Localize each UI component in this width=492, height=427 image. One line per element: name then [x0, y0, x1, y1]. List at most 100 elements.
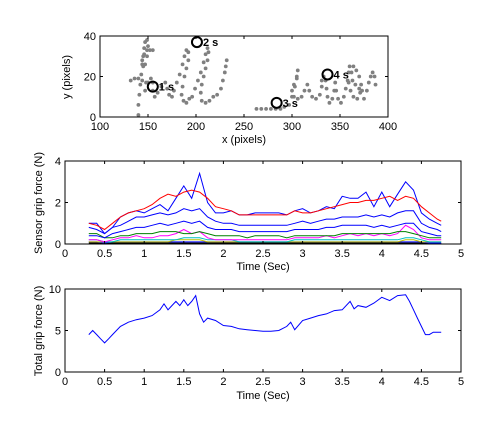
trajectory-plot: 1 s 2 s 3 s 4 s [128, 36, 378, 117]
total-axes-box [64, 288, 462, 373]
trajectory-point [141, 64, 146, 69]
trajectory-point [366, 80, 371, 85]
total-xtick-label: 3 [300, 376, 306, 388]
sensor-xtick-label: 2.5 [255, 248, 270, 260]
trajectory-point [136, 113, 141, 117]
trajectory-point [333, 80, 338, 85]
total-xtick-label: 4.5 [414, 376, 429, 388]
time-marker-label: 3 s [283, 98, 298, 110]
trajectory-point [364, 88, 369, 93]
trajectory-point [343, 86, 348, 91]
trajectory-point [199, 98, 204, 103]
trajectory-point [184, 100, 189, 105]
trajectory-point [325, 94, 330, 99]
trajectory-ylabel: y (pixels) [61, 55, 73, 99]
trajectory-point [215, 92, 220, 97]
sensor-series-line [88, 220, 442, 239]
total-ticks: 0 0.5 1 1.5 2 2.5 3 3.5 4 4.5 5 0 5 10 [49, 284, 464, 388]
trajectory-point [357, 74, 362, 79]
sensor-ytick-label: 0 [55, 239, 61, 251]
trajectory-point [339, 100, 343, 105]
total-xtick-label: 1.5 [176, 376, 191, 388]
trajectory-point [360, 88, 364, 93]
total-xtick-label: 0 [62, 376, 68, 388]
trajectory-point [294, 74, 299, 79]
trajectory-point [138, 82, 143, 87]
trajectory-point [136, 102, 141, 107]
sensor-series-line [88, 224, 442, 243]
trajectory-point [145, 48, 149, 53]
sensor-ylabel: Sensor grip force (N) [33, 152, 45, 254]
trajectory-point [179, 92, 184, 97]
trajectory-point [142, 52, 147, 57]
trajectory-point [205, 46, 210, 51]
trajectory-point [201, 60, 206, 65]
trajectory-xtick-label: 400 [379, 121, 397, 133]
trajectory-xtick-label: 200 [187, 121, 205, 133]
trajectory-point [132, 76, 137, 81]
trajectory-point [292, 94, 296, 99]
total-ylabel: Total grip force (N) [33, 286, 45, 376]
total-xtick-label: 2 [220, 376, 226, 388]
trajectory-point [224, 58, 229, 63]
trajectory-point [172, 88, 176, 93]
time-marker-circle [270, 96, 283, 109]
trajectory-point [177, 72, 182, 77]
trajectory-point [353, 82, 358, 87]
trajectory-point [307, 88, 312, 93]
total-series-line [88, 294, 442, 344]
trajectory-point [186, 50, 191, 55]
trajectory-point [184, 66, 189, 71]
trajectory-point [201, 74, 206, 79]
sensor-series-line [88, 231, 442, 239]
trajectory-point [292, 82, 296, 87]
sensor-xtick-label: 4.5 [414, 248, 429, 260]
trajectory-point [148, 76, 153, 81]
trajectory-point [317, 92, 322, 97]
trajectory-point [163, 80, 168, 85]
trajectory-point [180, 62, 185, 67]
trajectory-point [165, 86, 170, 91]
time-marker-circle [321, 68, 334, 81]
trajectory-point [193, 86, 197, 91]
trajectory-point [186, 58, 191, 63]
trajectory-point [198, 70, 203, 75]
panel-total-grip: 0 0.5 1 1.5 2 2.5 3 3.5 4 4.5 5 0 5 10 Time (Sec) Tot… [33, 284, 464, 402]
total-ytick-label: 5 [55, 326, 61, 338]
sensor-ytick-label: 4 [55, 156, 61, 168]
trajectory-point [203, 66, 208, 71]
trajectory-point [223, 64, 228, 69]
trajectory-point [140, 58, 145, 63]
trajectory-point [310, 94, 315, 99]
trajectory-point [295, 96, 300, 101]
panel-sensor-grip: 0 0.5 1 1.5 2 2.5 3 3.5 4 4.5 5 0 2 4 Time (Sec) Sens… [33, 152, 464, 273]
trajectory-point [327, 100, 332, 105]
total-ytick-label: 0 [55, 367, 61, 379]
trajectory-point [336, 96, 340, 101]
trajectory-xlabel: x (pixels) [222, 134, 266, 146]
trajectory-point [136, 76, 141, 81]
trajectory-point [170, 94, 174, 99]
trajectory-point [305, 82, 310, 87]
trajectory-point [351, 64, 356, 69]
trajectory-point [368, 74, 373, 79]
sensor-xtick-label: 4 [379, 248, 385, 260]
sensor-xtick-label: 5 [458, 248, 464, 260]
trajectory-xtick-label: 150 [139, 121, 157, 133]
trajectory-point [299, 94, 304, 99]
trajectory-point [145, 54, 149, 59]
time-marker-circle [190, 36, 203, 49]
trajectory-point [355, 96, 360, 101]
sensor-xtick-label: 1.5 [176, 248, 191, 260]
trajectory-xtick-label: 350 [331, 121, 349, 133]
sensor-xlabel: Time (Sec) [236, 261, 289, 273]
total-xtick-label: 4 [379, 376, 385, 388]
panel-trajectory: 1 s2 s3 s4 s 100 150 200 250 300 350 40002040 … [61, 31, 397, 146]
trajectory-point [341, 94, 346, 99]
trajectory-point [196, 78, 200, 83]
trajectory-point [174, 80, 179, 85]
trajectory-point [206, 50, 211, 55]
trajectory-point [211, 94, 216, 99]
trajectory-point [351, 94, 356, 99]
trajectory-point [222, 70, 227, 75]
